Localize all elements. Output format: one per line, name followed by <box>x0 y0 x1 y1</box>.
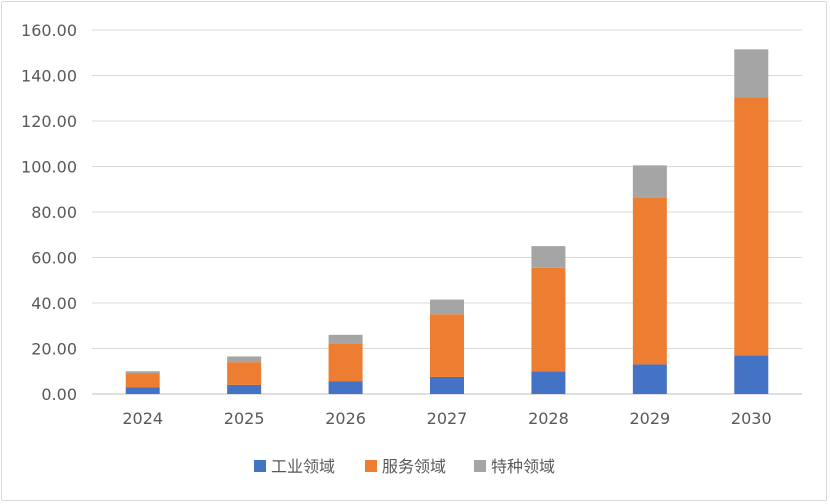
y-tick-label: 100.00 <box>21 158 77 177</box>
x-tick-label: 2025 <box>224 409 265 428</box>
bar-segment-1-2024 <box>125 387 160 394</box>
bar-segment-3-2030 <box>734 49 769 98</box>
x-tick-label: 2026 <box>325 409 366 428</box>
legend-label: 工业领域 <box>271 457 335 476</box>
y-axis-ticks: 0.00 20.00 40.00 60.00 80.00 100.00 120.00 140.… <box>21 21 77 404</box>
y-tick-label: 0.00 <box>41 385 77 404</box>
y-tick-label: 40.00 <box>31 294 77 313</box>
bar-segment-2-2030 <box>734 97 769 356</box>
bar-segment-1-2029 <box>632 364 667 394</box>
bar-segment-3-2024 <box>125 371 160 374</box>
gridlines <box>92 29 802 395</box>
legend-label: 服务领域 <box>382 457 446 476</box>
bars <box>125 49 769 394</box>
y-tick-label: 120.00 <box>21 112 77 131</box>
bar-segment-1-2026 <box>328 381 363 394</box>
y-tick-label: 60.00 <box>31 249 77 268</box>
x-axis-ticks: 2024 2025 2026 2027 2028 2029 2030 <box>122 409 771 428</box>
y-tick-label: 140.00 <box>21 67 77 86</box>
bar-segment-1-2028 <box>531 371 566 394</box>
x-tick-label: 2027 <box>427 409 468 428</box>
x-tick-label: 2028 <box>528 409 569 428</box>
bar-segment-3-2029 <box>632 165 667 198</box>
legend: 工业领域 服务领域 特种领域 <box>254 457 555 476</box>
x-tick-label: 2030 <box>731 409 772 428</box>
bar-segment-3-2026 <box>328 334 363 344</box>
bar-segment-2-2026 <box>328 343 363 382</box>
y-tick-label: 160.00 <box>21 21 77 40</box>
bar-segment-2-2025 <box>227 362 262 385</box>
bar-segment-2-2024 <box>125 373 160 388</box>
y-tick-label: 20.00 <box>31 340 77 359</box>
x-tick-label: 2029 <box>629 409 670 428</box>
legend-swatch <box>254 460 266 472</box>
legend-swatch <box>365 460 377 472</box>
x-tick-label: 2024 <box>122 409 163 428</box>
bar-segment-2-2029 <box>632 197 667 365</box>
bar-segment-3-2028 <box>531 246 566 268</box>
bar-segment-1-2025 <box>227 384 262 394</box>
bar-segment-3-2025 <box>227 356 262 363</box>
bar-segment-2-2027 <box>430 314 464 377</box>
legend-swatch <box>474 460 486 472</box>
legend-label: 特种领域 <box>491 457 555 476</box>
y-tick-label: 80.00 <box>31 203 77 222</box>
bar-segment-1-2030 <box>734 355 769 394</box>
bar-segment-1-2027 <box>430 376 464 394</box>
bar-segment-3-2027 <box>430 299 464 315</box>
bar-segment-2-2028 <box>531 267 566 372</box>
